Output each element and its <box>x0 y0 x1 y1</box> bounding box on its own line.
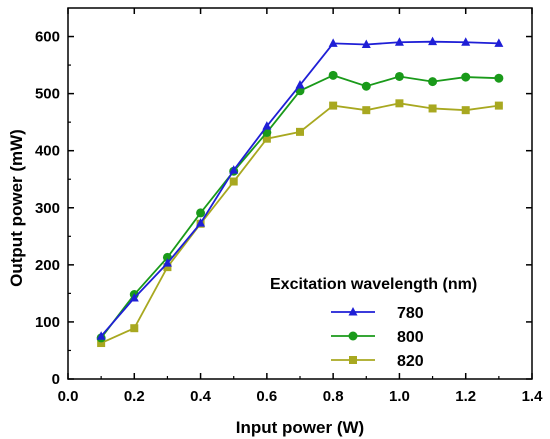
x-axis-title: Input power (W) <box>236 418 364 437</box>
data-point-800 <box>394 71 404 81</box>
y-axis-title: Output power (mW) <box>7 129 26 287</box>
legend-marker-800 <box>348 331 358 341</box>
data-point-820 <box>97 339 106 348</box>
data-point-820 <box>329 101 338 110</box>
data-point-820 <box>494 101 503 110</box>
axes: 0.0 0.2 0.4 0.6 0.8 1.0 1.2 1.4 0 100 200 300 400 500… <box>35 7 544 405</box>
data-point-820 <box>461 106 470 115</box>
data-point-800 <box>328 70 338 80</box>
data-point-780 <box>96 331 106 340</box>
data-point-820 <box>229 177 238 186</box>
legend: Excitation wavelength (nm) 780 800 820 <box>270 276 477 370</box>
data-point-780 <box>394 37 404 46</box>
x-tick-label: 1.4 <box>522 388 544 405</box>
y-tick-label: 400 <box>35 143 60 160</box>
data-point-780 <box>162 258 172 267</box>
legend-title: Excitation wavelength (nm) <box>270 276 477 293</box>
data-point-820 <box>296 127 304 136</box>
legend-label-780: 780 <box>397 305 424 322</box>
series-layer <box>96 36 504 348</box>
x-tick-label: 1.2 <box>455 388 476 405</box>
data-point-780 <box>328 38 338 47</box>
data-point-800 <box>196 208 206 218</box>
data-point-780 <box>494 38 504 47</box>
x-tick-label: 0.0 <box>58 388 79 405</box>
y-tick-label: 600 <box>35 29 60 46</box>
y-tick-label: 200 <box>35 257 60 274</box>
series-800 <box>96 70 504 343</box>
data-point-780 <box>262 121 272 130</box>
legend-label-820: 820 <box>397 353 424 370</box>
data-point-800 <box>428 77 438 87</box>
data-point-820 <box>130 324 139 333</box>
x-tick-label: 0.6 <box>256 388 277 405</box>
data-point-780 <box>461 37 471 46</box>
x-tick-label: 0.4 <box>190 388 212 405</box>
y-tick-label: 100 <box>35 314 60 331</box>
legend-marker-780 <box>348 307 358 316</box>
data-point-780 <box>361 39 371 49</box>
data-point-780 <box>428 36 438 46</box>
data-point-820 <box>428 104 437 113</box>
series-820 <box>97 99 503 348</box>
data-point-780 <box>196 218 206 227</box>
series-line-820 <box>100 102 499 344</box>
data-point-780 <box>229 165 239 174</box>
legend-label-800: 800 <box>397 329 424 346</box>
y-tick-label: 300 <box>35 200 60 217</box>
series-line-800 <box>100 74 499 339</box>
x-tick-label: 1.0 <box>389 388 410 405</box>
data-point-820 <box>262 134 271 143</box>
data-point-800 <box>461 72 471 82</box>
data-point-820 <box>163 263 172 272</box>
data-point-800 <box>494 73 504 83</box>
data-point-820 <box>362 106 371 115</box>
data-point-780 <box>295 80 305 89</box>
data-point-820 <box>395 99 404 108</box>
data-point-780 <box>129 292 139 302</box>
y-tick-label: 0 <box>52 371 60 388</box>
series-780 <box>96 36 504 340</box>
x-tick-label: 0.8 <box>323 388 344 405</box>
data-point-800 <box>361 81 371 91</box>
x-tick-label: 0.2 <box>124 388 145 405</box>
legend-marker-820 <box>349 356 357 364</box>
y-tick-label: 500 <box>35 86 60 103</box>
